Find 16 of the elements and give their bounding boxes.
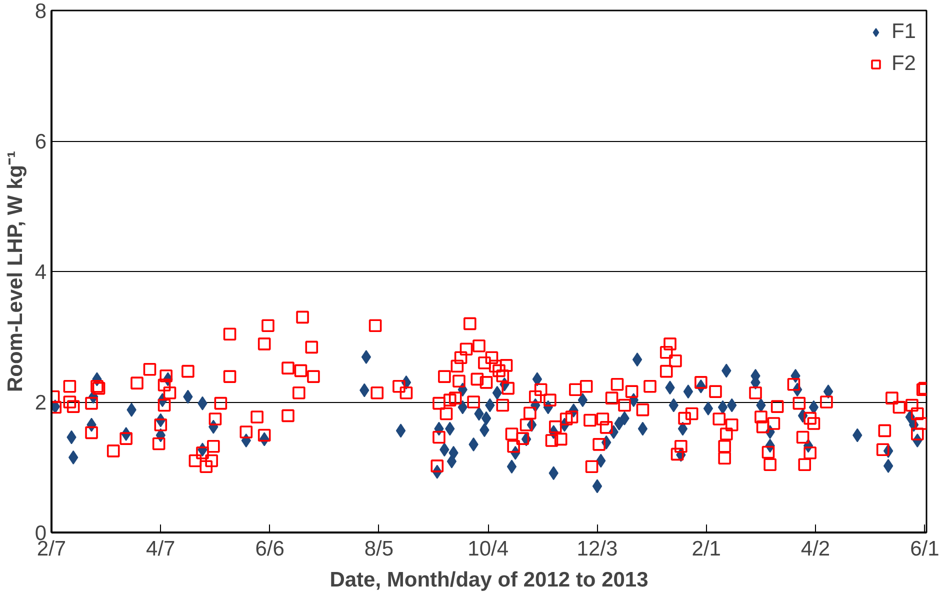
x-tick-label: 12/3 bbox=[576, 538, 618, 560]
x-axis-title: Date, Month/day of 2012 to 2013 bbox=[330, 568, 648, 592]
legend-label: F2 bbox=[891, 52, 916, 76]
y-axis-title: Room-Level LHP, W kg⁻¹ bbox=[4, 150, 27, 392]
x-tick-label: 4/7 bbox=[146, 538, 176, 560]
y-tick-label: 8 bbox=[34, 0, 47, 23]
x-tick-label: 8/5 bbox=[364, 538, 394, 560]
x-tick-label: 6/6 bbox=[255, 538, 284, 560]
x-tick-label: 6/1 bbox=[910, 538, 940, 560]
x-tick-label: 2/1 bbox=[692, 538, 721, 560]
x-tick-label: 4/2 bbox=[800, 538, 830, 560]
x-tick-label: 10/4 bbox=[468, 538, 509, 560]
y-tick-label: 2 bbox=[34, 392, 47, 414]
legend-label: F1 bbox=[891, 20, 916, 44]
y-tick-label: 4 bbox=[34, 261, 47, 284]
y-tick-label: 6 bbox=[34, 130, 47, 154]
